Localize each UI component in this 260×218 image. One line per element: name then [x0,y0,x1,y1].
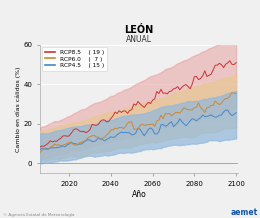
Legend: RCP8.5    ( 19 ), RCP6.0    (  7 ), RCP4.5    ( 15 ): RCP8.5 ( 19 ), RCP6.0 ( 7 ), RCP4.5 ( 15… [42,47,107,71]
X-axis label: Año: Año [132,190,146,199]
Text: © Agencia Estatal de Meteorología: © Agencia Estatal de Meteorología [3,213,74,217]
Text: LEÓN: LEÓN [125,25,154,35]
Text: aemet: aemet [230,208,257,217]
Y-axis label: Cambio en días cálidos (%): Cambio en días cálidos (%) [15,66,21,152]
Text: ANUAL: ANUAL [126,35,152,44]
